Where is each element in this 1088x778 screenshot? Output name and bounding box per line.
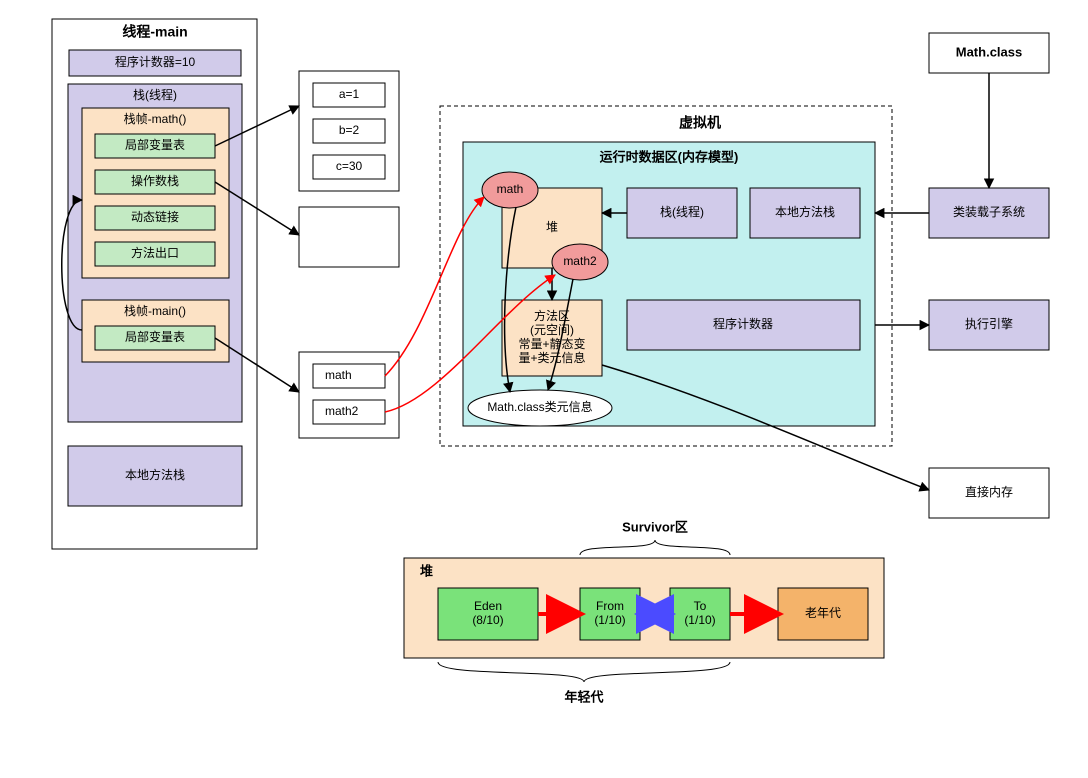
eden-label: Eden(8/10) (472, 599, 503, 627)
vm-stack-label: 栈(线程) (660, 204, 704, 219)
native-stack-label: 本地方法栈 (125, 467, 185, 482)
survivor-label: Survivor区 (622, 519, 688, 534)
vm-title: 虚拟机 (679, 115, 721, 131)
frame-math-row-label: 方法出口 (131, 245, 179, 260)
heap-label: 堆 (546, 220, 558, 234)
thread-title: 线程-main (122, 24, 187, 40)
heap-detail-title: 堆 (420, 563, 433, 578)
frame-main-title: 栈帧-main() (124, 303, 186, 318)
loader-label: 类装载子系统 (953, 205, 1025, 219)
vm-native-label: 本地方法栈 (775, 204, 835, 219)
var-label: c=30 (336, 159, 363, 173)
frame-main-row-label: 局部变量表 (125, 329, 185, 344)
classinfo-label: Math.class类元信息 (487, 399, 592, 414)
old-label: 老年代 (805, 606, 841, 620)
stack-label: 栈(线程) (133, 87, 177, 102)
frame-math-title: 栈帧-math() (124, 111, 187, 126)
math-ellipse-label: math (497, 182, 524, 196)
runtime-title: 运行时数据区(内存模型) (600, 149, 739, 164)
classfile-label: Math.class (956, 44, 1022, 59)
frame-math-row-label: 操作数栈 (131, 173, 179, 188)
var-label: a=1 (339, 87, 360, 101)
brace-young (438, 662, 730, 682)
ref-label: math (325, 368, 352, 382)
var-label: b=2 (339, 123, 360, 137)
math2-ellipse-label: math2 (563, 254, 597, 268)
pc-label: 程序计数器=10 (115, 54, 196, 69)
engine-label: 执行引擎 (965, 316, 1013, 331)
frame-math-row-label: 动态链接 (131, 209, 179, 224)
vm-pc-label: 程序计数器 (713, 316, 773, 331)
directmem-label: 直接内存 (965, 484, 1013, 499)
empty-box (299, 207, 399, 267)
ref-label: math2 (325, 404, 359, 418)
young-label: 年轻代 (564, 689, 603, 704)
brace-survivor (580, 540, 730, 555)
frame-math-row-label: 局部变量表 (125, 137, 185, 152)
from-label: From(1/10) (594, 599, 625, 627)
